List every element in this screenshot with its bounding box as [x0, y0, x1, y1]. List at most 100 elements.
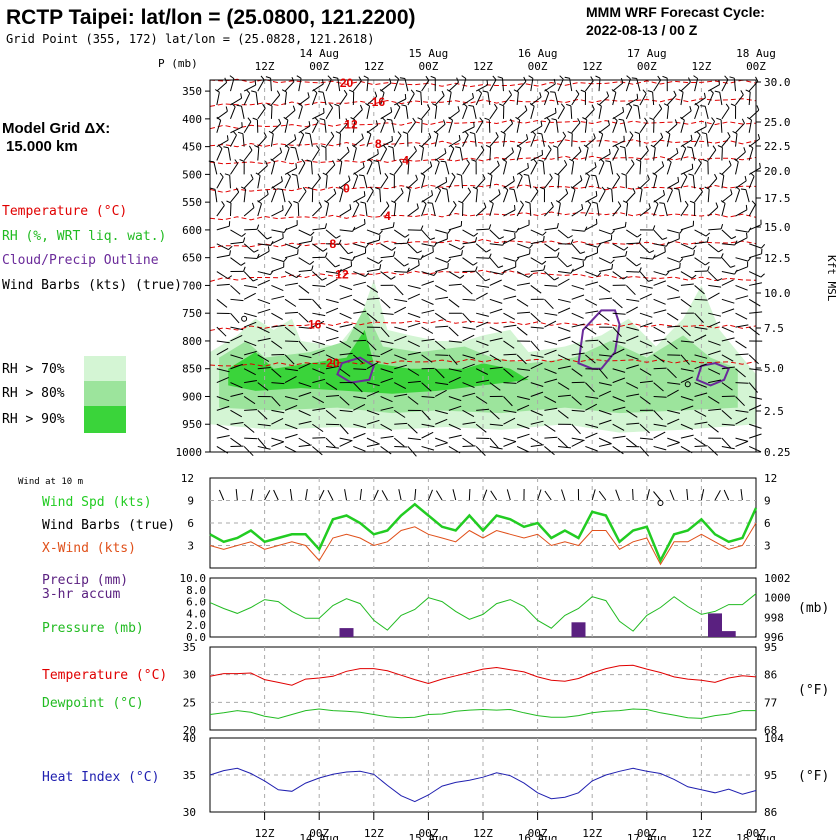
wind-barb-flag: [361, 133, 364, 139]
wind-barb: [434, 190, 442, 203]
wind-barb-flag: [397, 131, 402, 136]
wind-barb: [530, 391, 544, 397]
wind-barb-flag: [335, 131, 341, 135]
surface-wind-barb: [669, 489, 675, 501]
wind-barb: [694, 312, 704, 323]
wind-barb: [243, 149, 253, 161]
wind-barb: [598, 124, 610, 134]
wind-barb: [680, 120, 685, 133]
wind-barb-flag: [348, 175, 351, 181]
wind-barb: [312, 243, 324, 252]
wind-barb: [544, 227, 558, 231]
wind-barb-flag: [585, 172, 590, 177]
surface-wind-barb: [264, 490, 271, 501]
isotherm-label: 0: [343, 181, 350, 195]
wind-barb-flag: [607, 120, 610, 126]
wind-barb: [653, 382, 664, 392]
wind-barb: [257, 279, 270, 286]
wind-barb: [257, 203, 262, 217]
wind-barb: [431, 203, 436, 217]
cross-section-grid: [264, 80, 702, 452]
wind-barb: [393, 285, 404, 296]
precip-panel: [209, 577, 757, 638]
wind-barb: [213, 161, 218, 175]
wind-barb: [748, 91, 751, 106]
wind-barb-flag: [396, 103, 401, 108]
wind-barb-flag: [430, 237, 436, 241]
wind-barb-flag: [657, 75, 662, 81]
wind-barb-flag: [688, 173, 694, 176]
wind-barb: [653, 431, 666, 439]
wind-barb: [394, 364, 407, 370]
wind-barb: [476, 257, 490, 259]
wind-barb: [298, 312, 309, 323]
wind-barb: [639, 351, 653, 356]
wind-barb-flag: [322, 172, 328, 176]
isotherm-line: [209, 119, 757, 130]
wind-barb-flag: [703, 159, 709, 162]
wind-barb: [708, 408, 722, 411]
wind-barb: [598, 106, 602, 119]
wind-barb: [530, 162, 538, 175]
wind-barb-flag: [260, 75, 265, 81]
wind-barb: [530, 240, 544, 245]
surface-wind-barb: [598, 490, 607, 501]
wind-barb-flag: [690, 134, 693, 140]
surface-wind-barb: [289, 489, 293, 501]
wind-barb-flag: [263, 132, 267, 138]
wind-barb-flag: [697, 158, 702, 164]
wind-barb-flag: [745, 204, 748, 210]
wind-barb: [366, 390, 380, 397]
temp-tick-f: 77: [764, 696, 777, 709]
wind-barb-flag: [364, 272, 370, 277]
wind-barb: [284, 176, 291, 189]
wind-barb-flag: [436, 186, 441, 191]
wind-barb: [585, 271, 598, 277]
wind-barb-flag: [750, 172, 755, 177]
wind-barb-flag: [523, 173, 529, 176]
legend-rh90-swatch: [84, 406, 126, 433]
wind-barb: [585, 298, 598, 306]
wind-barb-flag: [565, 188, 569, 194]
wind-barb: [448, 354, 458, 366]
wind-barb: [325, 336, 339, 342]
wind-barb: [557, 257, 568, 268]
wind-barb: [339, 352, 353, 356]
wind-barb: [420, 91, 423, 106]
wind-barb: [735, 229, 749, 233]
wind-barb: [339, 440, 352, 447]
wind-barb: [284, 433, 298, 439]
temp-f-unit: (°F): [798, 683, 829, 698]
wind-barb: [339, 312, 352, 320]
wind-barb: [325, 271, 339, 274]
wind-barb: [475, 271, 486, 282]
wind-barb-flag: [757, 133, 761, 140]
wind-barb: [366, 162, 373, 175]
wind-barb: [364, 203, 368, 217]
wind-barb-flag: [365, 102, 370, 107]
wind-barb: [298, 191, 307, 203]
wind-barb-flag: [430, 75, 436, 79]
wind-barb-flag: [358, 174, 364, 177]
wind-barb: [626, 257, 637, 267]
wind-barb: [353, 252, 366, 259]
wind-barb: [653, 108, 663, 120]
wind-barb-flag: [638, 267, 642, 273]
wind-barb-flag: [625, 250, 628, 257]
wind-barb: [366, 96, 378, 106]
wind-barb: [475, 368, 489, 375]
wind-barb-flag: [245, 89, 251, 94]
wind-barb-flag: [715, 202, 719, 208]
wind-barb: [585, 423, 599, 428]
wind-barb: [380, 271, 392, 280]
wind-barb: [557, 365, 571, 370]
wind-barb-flag: [649, 117, 655, 121]
wind-barb: [653, 338, 667, 342]
wind-barb: [257, 147, 260, 161]
wind-barb: [680, 405, 694, 411]
wind-barb: [421, 395, 435, 398]
wind-barb-flag: [378, 235, 381, 241]
wind-barb: [585, 382, 595, 393]
wind-barb: [624, 147, 627, 161]
legend-cloud: Cloud/Precip Outline: [2, 253, 159, 268]
